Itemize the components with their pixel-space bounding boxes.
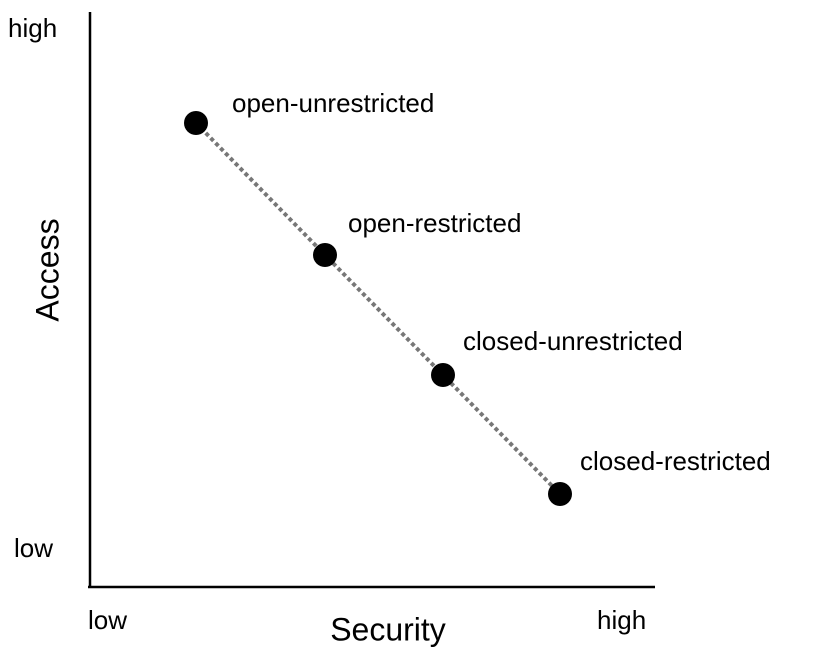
node-label: closed-unrestricted bbox=[463, 326, 683, 356]
node-dot bbox=[548, 482, 572, 506]
node-dot bbox=[313, 243, 337, 267]
x-high-label: high bbox=[597, 605, 646, 635]
y-low-label: low bbox=[14, 533, 53, 563]
node-label: open-unrestricted bbox=[232, 88, 434, 118]
node-dot bbox=[184, 111, 208, 135]
node-dot bbox=[431, 363, 455, 387]
y-axis-title: Access bbox=[29, 218, 65, 321]
node-label: open-restricted bbox=[348, 208, 521, 238]
node-label: closed-restricted bbox=[580, 446, 771, 476]
y-high-label: high bbox=[8, 13, 57, 43]
trend-line bbox=[194, 121, 562, 496]
x-low-label: low bbox=[88, 605, 127, 635]
x-axis-title: Security bbox=[330, 611, 446, 647]
